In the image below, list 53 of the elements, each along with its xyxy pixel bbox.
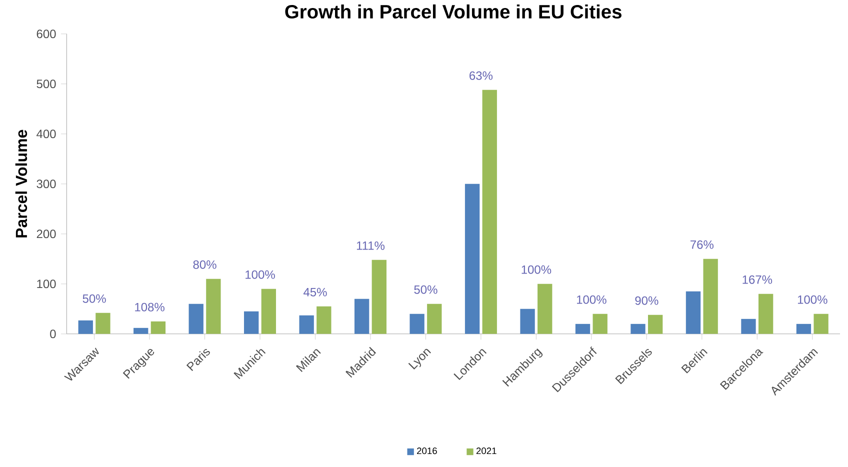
- annotation: 45%: [304, 288, 327, 296]
- annotation: 108%: [135, 302, 164, 312]
- annotation: 111%: [356, 241, 385, 250]
- y-tick-label: 200: [36, 230, 56, 238]
- bar: [796, 324, 812, 334]
- bar: [464, 184, 480, 334]
- y-tick-label: 400: [36, 130, 56, 138]
- annotation: 90%: [635, 296, 658, 305]
- bar: [592, 314, 608, 334]
- annotation: 167%: [742, 275, 772, 284]
- bar: [261, 288, 276, 334]
- chart-title: Growth in Parcel Volume in EU Cities: [285, 4, 622, 18]
- annotation: 100%: [798, 295, 828, 304]
- bar: [299, 315, 314, 334]
- legend-label: 2021: [476, 447, 496, 454]
- annotation: 50%: [414, 285, 438, 294]
- bar: [482, 90, 497, 334]
- y-axis-title: Parcel Volume: [15, 130, 28, 238]
- bar: [316, 306, 332, 334]
- bar: [372, 260, 386, 334]
- bar: [630, 324, 646, 334]
- legend-label: 2016: [417, 447, 437, 454]
- bar: [244, 311, 259, 334]
- annotation: 63%: [470, 71, 493, 80]
- y-tick-label: 600: [36, 30, 56, 38]
- annotation: 76%: [690, 240, 714, 249]
- annotation: 50%: [82, 294, 106, 303]
- bar: [96, 312, 110, 334]
- bar: [354, 298, 370, 334]
- bar: [686, 291, 701, 334]
- y-tick-label: 100: [37, 280, 56, 288]
- bar: [758, 294, 774, 334]
- bar: [648, 314, 663, 334]
- bar: [78, 320, 93, 334]
- bar: [188, 304, 204, 334]
- bar: [814, 314, 828, 334]
- annotation: 100%: [522, 265, 552, 274]
- bar: [575, 324, 590, 334]
- bar: [538, 284, 552, 334]
- bar: [703, 258, 718, 334]
- annotation: 100%: [246, 270, 275, 279]
- y-tick-label: 300: [36, 180, 56, 188]
- bar: [206, 278, 221, 334]
- annotation: 100%: [577, 295, 606, 304]
- bar: [134, 328, 148, 334]
- bar: [520, 308, 535, 334]
- annotation: 80%: [193, 260, 216, 269]
- y-tick-label: 500: [36, 80, 56, 88]
- bar: [410, 314, 424, 334]
- bar: [150, 321, 166, 334]
- bar: [741, 318, 756, 334]
- y-tick-label: 0: [50, 330, 56, 338]
- bar: [427, 304, 442, 334]
